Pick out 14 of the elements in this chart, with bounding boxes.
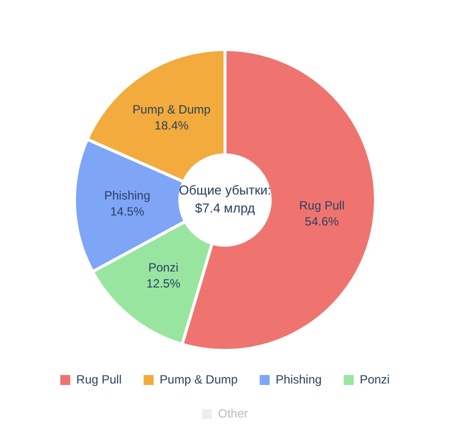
legend-label: Other [218, 406, 248, 420]
slice-label: Ponzi [148, 260, 178, 274]
legend-label: Rug Pull [76, 372, 122, 386]
data-label: 14.5% [110, 204, 145, 218]
text: Общие убытки: $7.4 млрд [178, 182, 272, 216]
slice-label: Pump & Dump [132, 102, 211, 116]
legend-label: Ponzi [360, 372, 390, 386]
slice-label: Rug Pull [299, 198, 344, 212]
data-label: 18.4% [154, 118, 189, 132]
legend-label: Pump & Dump [160, 372, 238, 386]
data-label: 12.5% [146, 276, 181, 290]
legend-label: Phishing [276, 372, 322, 386]
data-label: 54.6% [304, 214, 340, 228]
slice-label: Phishing [104, 188, 150, 202]
